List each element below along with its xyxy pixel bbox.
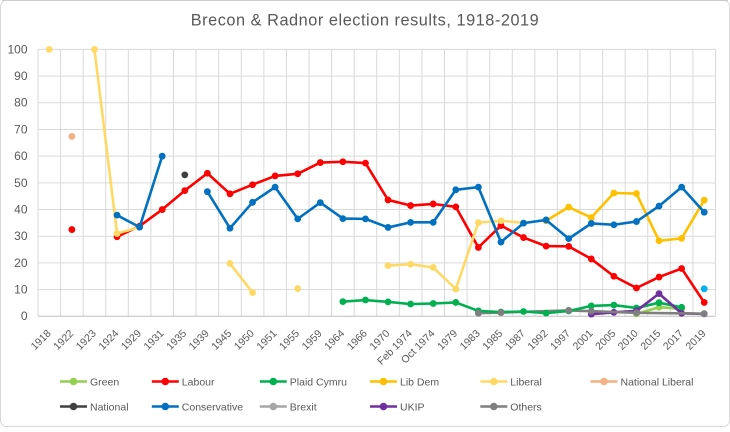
- svg-text:Brecon & Radnor election resul: Brecon & Radnor election results, 1918-2…: [191, 12, 540, 30]
- svg-text:70: 70: [14, 122, 28, 136]
- svg-text:Brexit: Brexit: [290, 402, 317, 414]
- svg-text:National Liberal: National Liberal: [621, 377, 694, 389]
- svg-text:30: 30: [14, 229, 28, 243]
- svg-text:50: 50: [14, 176, 28, 190]
- svg-text:Lib Dem: Lib Dem: [400, 377, 439, 389]
- svg-text:80: 80: [14, 96, 28, 110]
- svg-text:60: 60: [14, 149, 28, 163]
- svg-text:Plaid Cymru: Plaid Cymru: [290, 377, 347, 389]
- svg-text:Liberal: Liberal: [510, 377, 542, 389]
- svg-text:90: 90: [14, 69, 28, 83]
- svg-text:100: 100: [7, 42, 27, 56]
- svg-text:10: 10: [14, 283, 28, 297]
- svg-text:National: National: [90, 402, 129, 414]
- svg-text:20: 20: [14, 256, 28, 270]
- svg-text:40: 40: [14, 202, 28, 216]
- svg-text:Labour: Labour: [182, 377, 215, 389]
- svg-text:Others: Others: [510, 402, 542, 414]
- svg-text:Green: Green: [90, 377, 119, 389]
- svg-text:0: 0: [21, 309, 28, 323]
- svg-text:Conservative: Conservative: [182, 402, 243, 414]
- svg-text:UKIP: UKIP: [400, 402, 425, 414]
